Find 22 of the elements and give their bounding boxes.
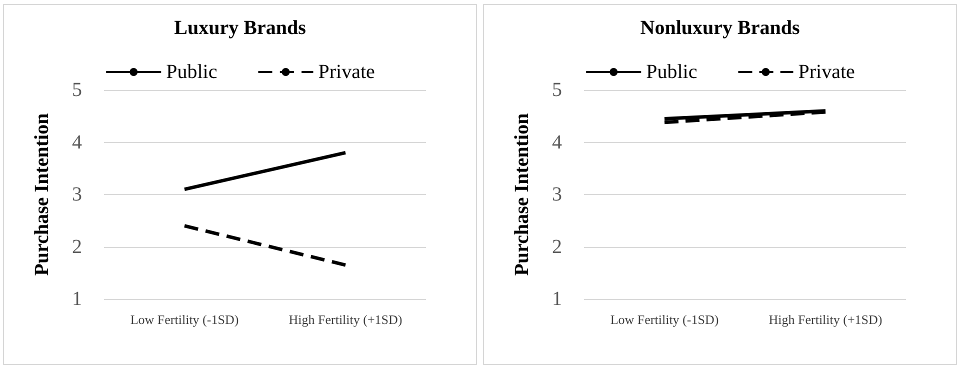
y-tick-label: 1 [72, 288, 82, 310]
y-tick-label: 5 [552, 79, 562, 101]
y-tick-label: 5 [72, 79, 82, 101]
x-tick-label: High Fertility (+1SD) [288, 312, 402, 327]
legend-label: Public [646, 61, 698, 83]
legend-label: Private [798, 61, 856, 83]
y-tick-label: 1 [552, 288, 562, 310]
y-axis-title: Purchase Intention [511, 113, 533, 276]
y-axis-title: Purchase Intention [31, 113, 53, 276]
chart-title: Nonluxury Brands [640, 17, 800, 39]
x-tick-label: Low Fertility (-1SD) [610, 312, 719, 327]
y-tick-label: 3 [552, 184, 562, 206]
x-tick-label: High Fertility (+1SD) [768, 312, 882, 327]
chart-title: Luxury Brands [174, 17, 306, 39]
y-tick-label: 4 [552, 131, 562, 154]
y-tick-label: 2 [552, 236, 562, 258]
x-tick-label: Low Fertility (-1SD) [130, 312, 239, 327]
legend-label: Public [166, 61, 218, 83]
legend-label: Private [318, 61, 376, 83]
y-tick-label: 3 [72, 184, 82, 206]
y-tick-label: 4 [72, 131, 82, 154]
y-tick-label: 2 [72, 236, 82, 258]
